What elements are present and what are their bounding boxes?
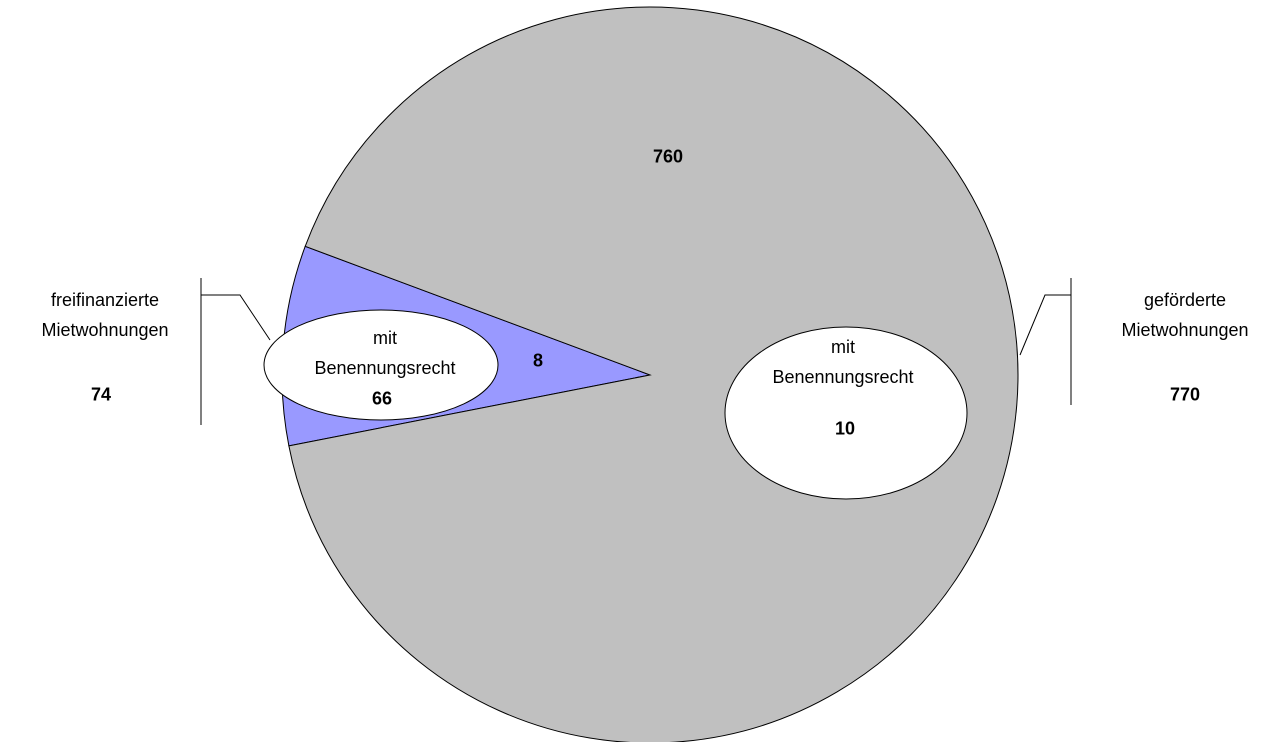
part-label: mit Benennungsrecht: [772, 337, 914, 387]
inner-ellipse: [263, 309, 499, 421]
part-value: 760: [652, 146, 684, 167]
part-value: 10: [834, 418, 856, 439]
slice-name: freifinanzierte Mietwohnungen: [41, 290, 169, 340]
slice-value: 770: [1169, 384, 1201, 405]
part-value: 66: [371, 388, 393, 409]
part-value: 8: [532, 350, 544, 371]
part-label: mit Benennungsrecht: [314, 328, 456, 378]
slice-name: geförderte Mietwohnungen: [1121, 290, 1249, 340]
pie-slice: [288, 6, 1019, 742]
leader-line: [201, 294, 271, 341]
inner-ellipse: [724, 326, 968, 500]
leader-line: [1019, 294, 1071, 356]
slice-value: 74: [90, 384, 112, 405]
